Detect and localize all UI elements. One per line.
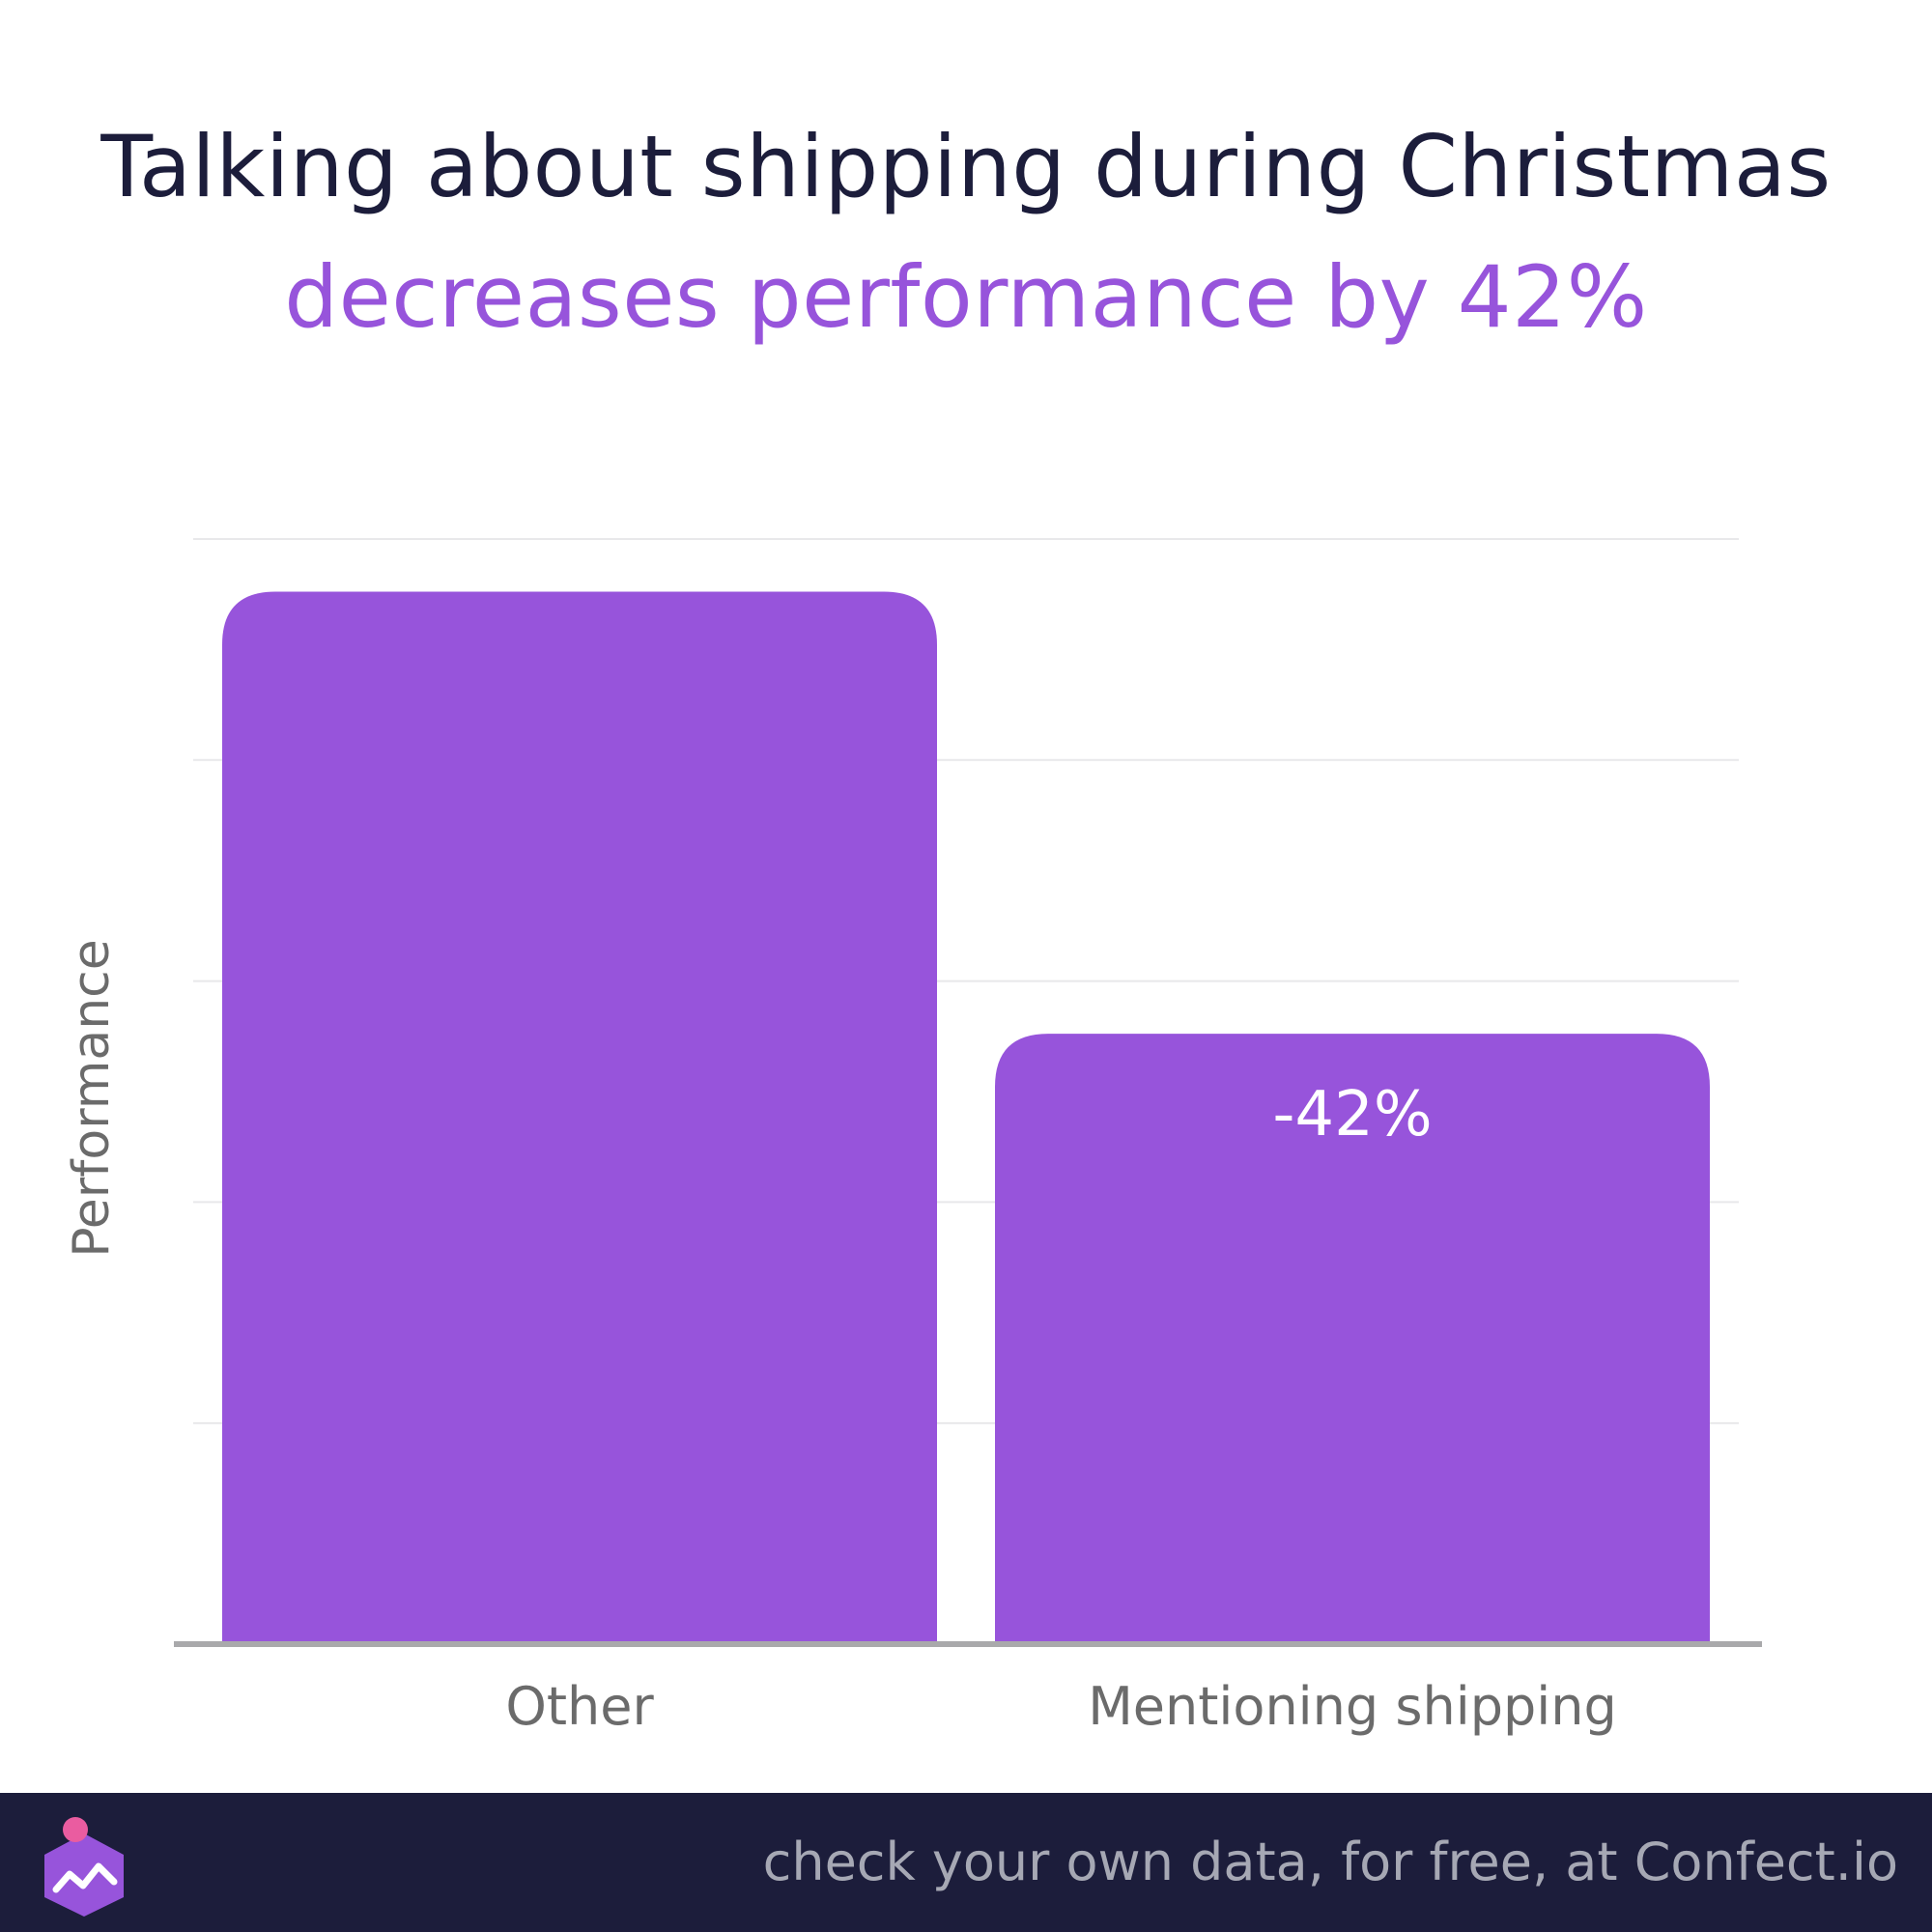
bar-mentioning-shipping xyxy=(995,1034,1710,1644)
bar-series xyxy=(222,591,1710,1644)
chart-title-block: Talking about shipping during Christmas … xyxy=(0,101,1932,362)
footer-bar: check your own data, for free, at Confec… xyxy=(0,1793,1932,1932)
chart-title: Talking about shipping during Christmas xyxy=(100,117,1832,216)
chart-subtitle: decreases performance by 42% xyxy=(284,247,1648,347)
x-tick-label: Other xyxy=(505,1676,654,1737)
x-tick-label: Mentioning shipping xyxy=(1088,1676,1617,1737)
confect-logo-icon xyxy=(44,1817,124,1917)
bar-data-labels: -42% xyxy=(1272,1079,1432,1151)
bar-other xyxy=(222,591,937,1644)
footer-cta-text: check your own data, for free, at Confec… xyxy=(762,1832,1898,1892)
y-axis-label: Performance xyxy=(63,939,121,1258)
bar-data-label: -42% xyxy=(1272,1079,1432,1151)
x-axis-tick-labels: Other Mentioning shipping xyxy=(505,1676,1616,1737)
